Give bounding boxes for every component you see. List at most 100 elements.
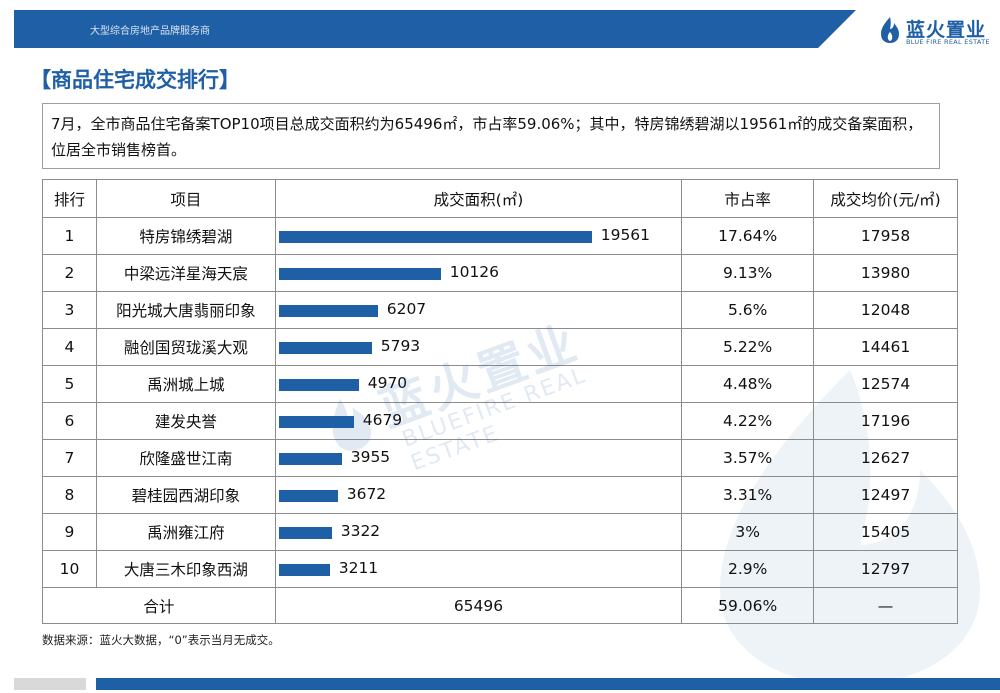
header-price: 成交均价(元/㎡) [813,179,958,218]
cell-share: 2.9% [681,550,815,588]
cell-area: 6207 [274,291,683,329]
area-value-label: 4679 [362,411,403,429]
header-tagline: 大型综合房地产品牌服务商 [90,26,210,37]
cell-area: 4679 [274,402,683,440]
header-area: 成交面积(㎡) [274,179,683,218]
total-area: 65496 [274,587,683,624]
cell-price: 12048 [813,291,958,329]
total-row: 合计 65496 59.06% — [42,587,958,624]
area-value-label: 5793 [380,337,421,355]
area-value-label: 3672 [346,485,387,503]
area-value-label: 4970 [367,374,408,392]
header-project: 项目 [95,179,276,218]
area-bar [278,564,330,576]
header-rank: 排行 [42,179,97,218]
cell-area: 5793 [274,328,683,366]
cell-project: 阳光城大唐翡丽印象 [95,291,276,329]
table-row: 2 中梁远洋星海天宸 10126 9.13% 13980 [42,254,958,292]
area-bar [278,305,378,317]
area-bar [278,342,372,354]
cell-price: 17196 [813,402,958,440]
cell-price: 12497 [813,476,958,514]
cell-rank: 2 [42,254,97,292]
footer-gray-strip [14,678,86,690]
cell-rank: 9 [42,513,97,551]
area-bar [278,416,354,428]
cell-rank: 4 [42,328,97,366]
cell-price: 13980 [813,254,958,292]
brand-logo: 蓝火置业 BLUE FIRE REAL ESTATE [878,14,998,48]
cell-rank: 7 [42,439,97,477]
cell-rank: 5 [42,365,97,403]
ranking-table: 排行 项目 成交面积(㎡) 市占率 成交均价(元/㎡) 1 特房锦绣碧湖 19561… [42,179,958,624]
cell-project: 融创国贸珑溪大观 [95,328,276,366]
table-row: 6 建发央誉 4679 4.22% 17196 [42,402,958,440]
cell-rank: 3 [42,291,97,329]
area-value-label: 3322 [340,522,381,540]
cell-project: 欣隆盛世江南 [95,439,276,477]
table-row: 3 阳光城大唐翡丽印象 6207 5.6% 12048 [42,291,958,329]
cell-area: 3955 [274,439,683,477]
cell-share: 3% [681,513,815,551]
total-share: 59.06% [681,587,815,624]
area-value-label: 10126 [449,263,500,281]
cell-area: 4970 [274,365,683,403]
area-bar [278,379,359,391]
cell-project: 大唐三木印象西湖 [95,550,276,588]
area-bar [278,231,592,243]
cell-price: 15405 [813,513,958,551]
logo-cn-text: 蓝火置业 [906,19,987,41]
cell-rank: 10 [42,550,97,588]
summary-text: 7月，全市商品住宅备案TOP10项目总成交面积约为65496㎡，市占率59.06… [42,103,940,169]
cell-rank: 1 [42,217,97,255]
cell-area: 10126 [274,254,683,292]
cell-share: 4.22% [681,402,815,440]
cell-share: 3.31% [681,476,815,514]
table-row: 4 融创国贸珑溪大观 5793 5.22% 14461 [42,328,958,366]
cell-project: 特房锦绣碧湖 [95,217,276,255]
cell-rank: 6 [42,402,97,440]
source-note: 数据来源：蓝火大数据，“0”表示当月无成交。 [42,633,280,647]
cell-price: 12627 [813,439,958,477]
cell-share: 3.57% [681,439,815,477]
cell-area: 3672 [274,476,683,514]
table-row: 1 特房锦绣碧湖 19561 17.64% 17958 [42,217,958,255]
cell-share: 9.13% [681,254,815,292]
table-header-row: 排行 项目 成交面积(㎡) 市占率 成交均价(元/㎡) [42,179,958,218]
table-row: 9 禹洲雍江府 3322 3% 15405 [42,513,958,551]
cell-rank: 8 [42,476,97,514]
area-bar [278,268,441,280]
flame-logo-icon [881,17,899,43]
table-row: 8 碧桂园西湖印象 3672 3.31% 12497 [42,476,958,514]
area-value-label: 19561 [600,226,651,244]
cell-area: 3322 [274,513,683,551]
cell-project: 禹洲雍江府 [95,513,276,551]
table-row: 5 禹洲城上城 4970 4.48% 12574 [42,365,958,403]
table-row: 7 欣隆盛世江南 3955 3.57% 12627 [42,439,958,477]
cell-share: 5.6% [681,291,815,329]
area-bar [278,490,338,502]
header-band [14,10,856,48]
cell-area: 3211 [274,550,683,588]
total-label: 合计 [42,587,276,624]
cell-project: 中梁远洋星海天宸 [95,254,276,292]
area-value-label: 3955 [350,448,391,466]
logo-en-text: BLUE FIRE REAL ESTATE [906,38,990,46]
cell-share: 4.48% [681,365,815,403]
cell-project: 碧桂园西湖印象 [95,476,276,514]
header-share: 市占率 [681,179,815,218]
area-value-label: 3211 [338,559,379,577]
cell-price: 17958 [813,217,958,255]
cell-price: 12574 [813,365,958,403]
cell-project: 建发央誉 [95,402,276,440]
area-bar [278,453,342,465]
cell-share: 5.22% [681,328,815,366]
cell-price: 12797 [813,550,958,588]
table-row: 10 大唐三木印象西湖 3211 2.9% 12797 [42,550,958,588]
page-title: 【商品住宅成交排行】 [30,68,240,92]
cell-area: 19561 [274,217,683,255]
total-price: — [813,587,958,624]
cell-price: 14461 [813,328,958,366]
cell-project: 禹洲城上城 [95,365,276,403]
area-value-label: 6207 [386,300,427,318]
